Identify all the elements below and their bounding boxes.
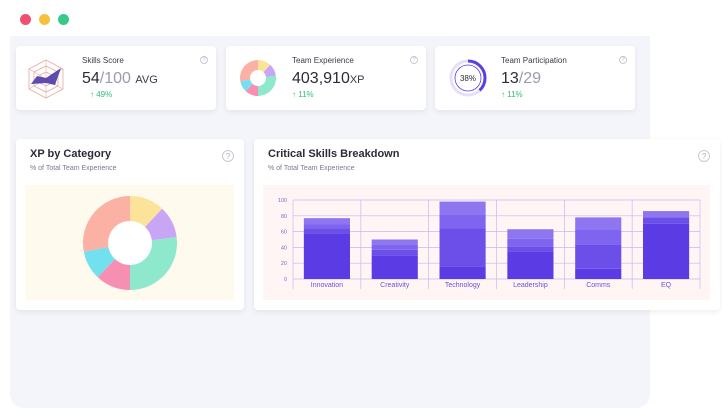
bar-segment <box>575 244 622 269</box>
critical-skills-bar-chart: 100 80 60 40 20 0 Innovation Creativity Technolo… <box>278 198 701 289</box>
xp-by-category-title: XP by Category <box>30 148 112 160</box>
team-participation-card: 38% Team Participation ? 13/29 ↑ 11% <box>435 46 635 110</box>
bar-segment <box>575 230 622 245</box>
x-category-label: Technology <box>445 282 481 289</box>
y-tick-label: 40 <box>281 245 287 251</box>
bar-segment <box>371 239 418 245</box>
bar-segment <box>439 266 486 279</box>
close-window-button[interactable] <box>20 14 31 25</box>
y-tick-label: 20 <box>281 261 287 267</box>
participation-percent-label: 38% <box>460 74 476 83</box>
x-category-label: EQ <box>661 282 672 289</box>
team-experience-help-icon[interactable]: ? <box>410 56 418 64</box>
xp-by-category-subtitle: % of Total Team Experience <box>30 165 117 172</box>
maximize-window-button[interactable] <box>58 14 69 25</box>
team-participation-title: Team Participation <box>501 56 567 65</box>
x-category-label: Comms <box>586 282 611 289</box>
bar-segment <box>507 251 554 279</box>
bar-segment <box>507 238 554 247</box>
bar-segment <box>507 229 554 239</box>
critical-skills-subtitle: % of Total Team Experience <box>268 165 355 172</box>
critical-skills-chart-area: 100 80 60 40 20 0 Innovation Creativity Technolo… <box>263 185 710 300</box>
skills-score-title: Skills Score <box>82 56 124 65</box>
minimize-window-button[interactable] <box>39 14 50 25</box>
team-participation-help-icon[interactable]: ? <box>619 56 627 64</box>
bar-segment <box>303 224 350 229</box>
y-tick-label: 60 <box>281 230 287 236</box>
x-category-label: Innovation <box>311 282 343 289</box>
x-category-label: Creativity <box>380 282 410 289</box>
bar-segment <box>643 223 690 279</box>
participation-ring: 38% <box>449 59 487 97</box>
team-experience-delta: ↑ 11% <box>292 90 314 99</box>
critical-skills-title: Critical Skills Breakdown <box>268 148 400 160</box>
x-category-label: Leadership <box>513 282 548 289</box>
bar-segment <box>439 228 486 267</box>
team-experience-title: Team Experience <box>292 56 354 65</box>
team-participation-delta: ↑ 11% <box>501 90 523 99</box>
bar-segment <box>575 217 622 231</box>
bar-segment <box>371 249 418 256</box>
xp-by-category-help-icon[interactable]: ? <box>222 150 234 162</box>
bar-segment <box>643 217 690 224</box>
skills-score-delta: ↑ 49% <box>90 90 113 99</box>
experience-donut-icon <box>240 60 276 96</box>
skills-score-value: 54/100 AVG <box>82 70 158 87</box>
xp-donut-chart <box>83 196 177 290</box>
team-experience-value: 403,910XP <box>292 70 365 87</box>
bar-segment <box>303 233 350 279</box>
y-tick-label: 80 <box>281 214 287 220</box>
y-tick-label: 0 <box>284 277 287 283</box>
bar-segment <box>303 218 350 225</box>
team-experience-card: Team Experience ? 403,910XP ↑ 11% <box>226 46 426 110</box>
bar-segment <box>643 211 690 218</box>
team-participation-value: 13/29 <box>501 70 542 87</box>
bar-segment <box>371 244 418 250</box>
bar-segment <box>575 268 622 279</box>
skills-score-help-icon[interactable]: ? <box>200 56 208 64</box>
bar-segment <box>439 201 486 216</box>
bar-segment <box>303 228 350 234</box>
radar-icon <box>28 59 64 99</box>
bar-segment <box>507 246 554 252</box>
bar-segment <box>439 215 486 229</box>
window-controls <box>20 14 69 25</box>
y-tick-label: 100 <box>278 198 287 204</box>
skills-score-card: Skills Score ? 54/100 AVG ↑ 49% <box>16 46 216 110</box>
critical-skills-help-icon[interactable]: ? <box>698 150 710 162</box>
xp-donut-area <box>25 185 234 300</box>
bar-segment <box>371 255 418 279</box>
